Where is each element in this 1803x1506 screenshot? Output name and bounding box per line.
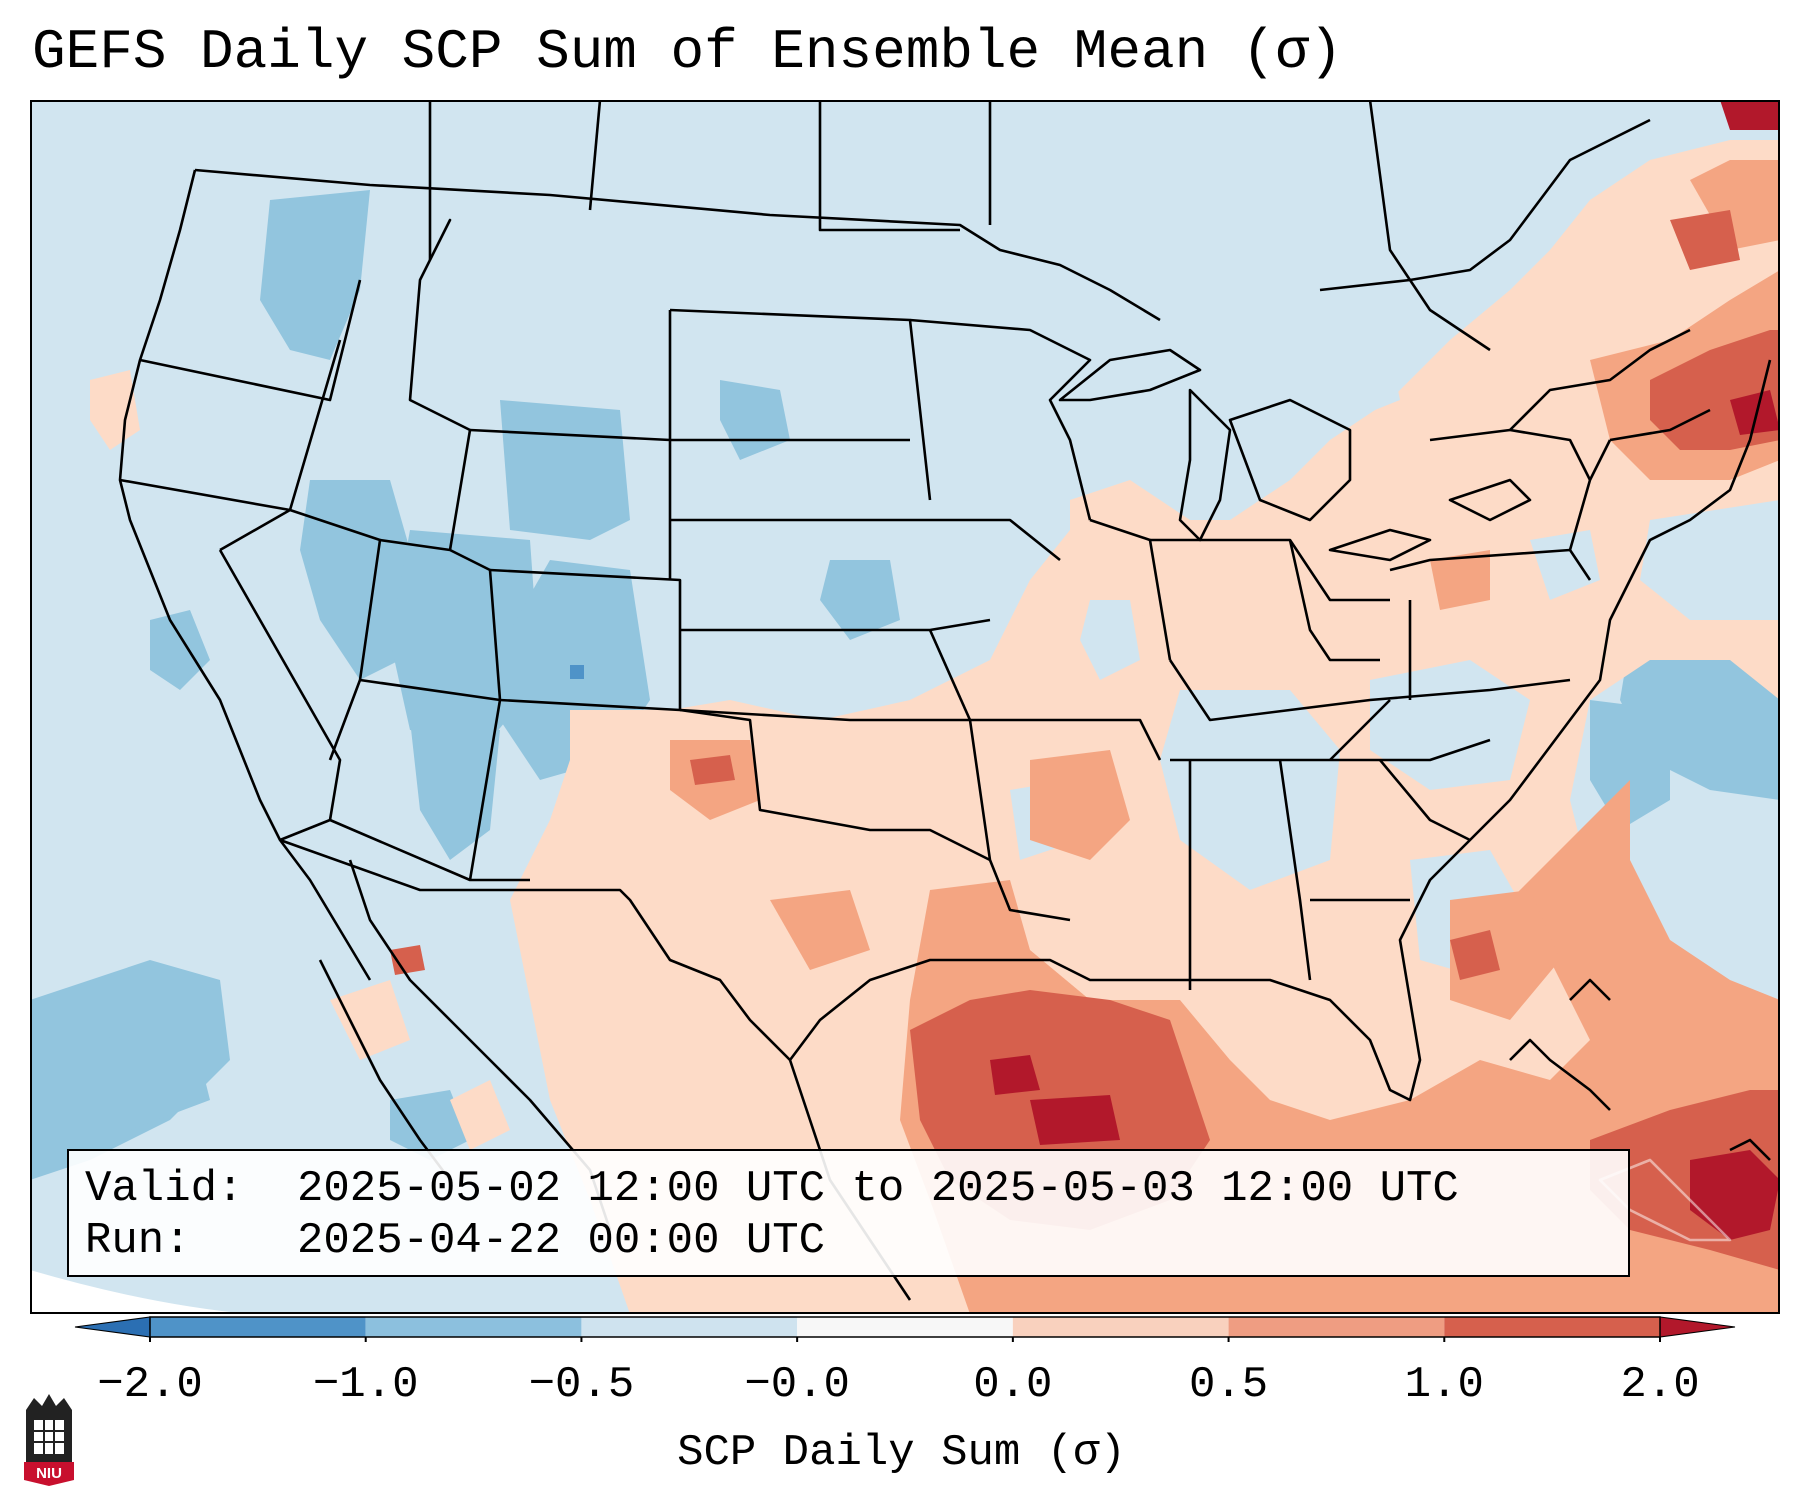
colorbar-extend-low xyxy=(74,1316,151,1338)
colorbar-segment xyxy=(581,1317,798,1337)
colorbar-segment xyxy=(150,1317,366,1337)
boundary-lines xyxy=(118,100,1772,1301)
colorbar-tick-label: −0.0 xyxy=(744,1360,850,1410)
valid-value: 2025-05-02 12:00 UTC to 2025-05-03 12:00… xyxy=(297,1164,1459,1214)
colorbar-outline xyxy=(149,1316,1661,1338)
scp-map-canvas xyxy=(30,100,1780,1314)
colorbar-tick-label: 2.0 xyxy=(1620,1360,1700,1410)
colorbar-segment xyxy=(1012,1317,1229,1337)
colorbar-label: SCP Daily Sum (σ) xyxy=(677,1428,1126,1478)
map-frame xyxy=(30,100,1780,1314)
niu-logo: NIU xyxy=(24,1394,74,1486)
positive-anomaly-extreme xyxy=(990,100,1780,1240)
colorbar-segment xyxy=(365,1317,582,1337)
valid-label: Valid: xyxy=(85,1164,244,1214)
colorbar-tick-label: −1.0 xyxy=(312,1360,419,1410)
colorbar-tick-label: 1.0 xyxy=(1404,1360,1484,1410)
colorbar xyxy=(74,1316,1736,1342)
colorbar-tick-label: 0.5 xyxy=(1188,1360,1269,1410)
colorbar-segment xyxy=(1228,1317,1445,1337)
strong-negative-spots xyxy=(570,665,584,679)
logo-text: NIU xyxy=(36,1465,62,1482)
projection-edge-left xyxy=(30,1270,250,1314)
colorbar-tick-label: −2.0 xyxy=(97,1360,203,1410)
map-title: GEFS Daily SCP Sum of Ensemble Mean (σ) xyxy=(32,20,1343,84)
info-box: Valid: 2025-05-02 12:00 UTC to 2025-05-03… xyxy=(67,1149,1630,1277)
scp-map xyxy=(30,100,1780,1314)
run-label: Run: xyxy=(85,1216,191,1266)
colorbar-segments xyxy=(74,1316,1736,1338)
colorbar-segment xyxy=(797,1317,1013,1337)
positive-anomaly-light xyxy=(90,140,1780,1314)
colorbar-tick-label: 0.0 xyxy=(973,1360,1053,1410)
colorbar-segment xyxy=(1444,1317,1660,1337)
colorbar-tick-label: −0.5 xyxy=(528,1360,635,1410)
colorbar-extend-high xyxy=(1659,1316,1736,1338)
colorbar-ticks xyxy=(149,1337,1661,1342)
run-value: 2025-04-22 00:00 UTC xyxy=(297,1216,826,1266)
